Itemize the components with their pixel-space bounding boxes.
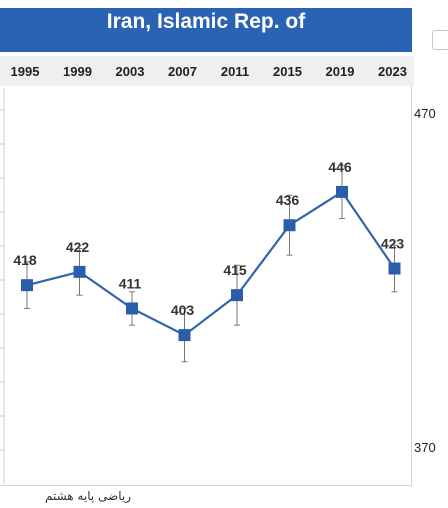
data-label-2007: 403 — [171, 302, 195, 318]
x-tick-label-2019: 2019 — [326, 64, 355, 79]
data-point-2019 — [336, 185, 348, 198]
plot-frame — [0, 86, 412, 486]
data-point-2011 — [231, 289, 243, 302]
x-tick-label-1999: 1999 — [63, 64, 92, 79]
x-tick-label-1995: 1995 — [11, 64, 40, 79]
data-label-2015: 436 — [276, 192, 300, 208]
data-label-2011: 415 — [223, 262, 247, 278]
data-point-2015 — [283, 219, 296, 232]
data-point-2023 — [388, 262, 401, 275]
x-tick-label-2011: 2011 — [221, 64, 249, 79]
title-banner — [0, 8, 412, 52]
chart-title: Iran, Islamic Rep. of — [106, 10, 306, 33]
x-tick-label-2015: 2015 — [273, 64, 302, 79]
x-tick-label-2023: 2023 — [378, 64, 407, 79]
footer-caption: ریاضی پایه هشتم — [44, 489, 131, 503]
data-label-1999: 422 — [66, 239, 90, 255]
y-tick-label-top: 470 — [414, 106, 436, 121]
series-line — [26, 190, 396, 337]
x-tick-label-2003: 2003 — [116, 64, 145, 79]
year-header-row — [0, 56, 414, 86]
y-tick-label-bottom: 370 — [414, 440, 436, 455]
data-point-2003 — [126, 302, 138, 315]
data-label-1995: 418 — [13, 252, 37, 268]
data-point-1995 — [21, 279, 33, 292]
data-label-2023: 423 — [381, 236, 405, 252]
x-tick-label-2007: 2007 — [168, 64, 197, 79]
data-point-1999 — [73, 265, 86, 278]
data-point-2007 — [178, 329, 191, 342]
corner-box — [432, 30, 448, 50]
data-label-2019: 446 — [328, 159, 352, 175]
data-label-2003: 411 — [119, 275, 142, 291]
